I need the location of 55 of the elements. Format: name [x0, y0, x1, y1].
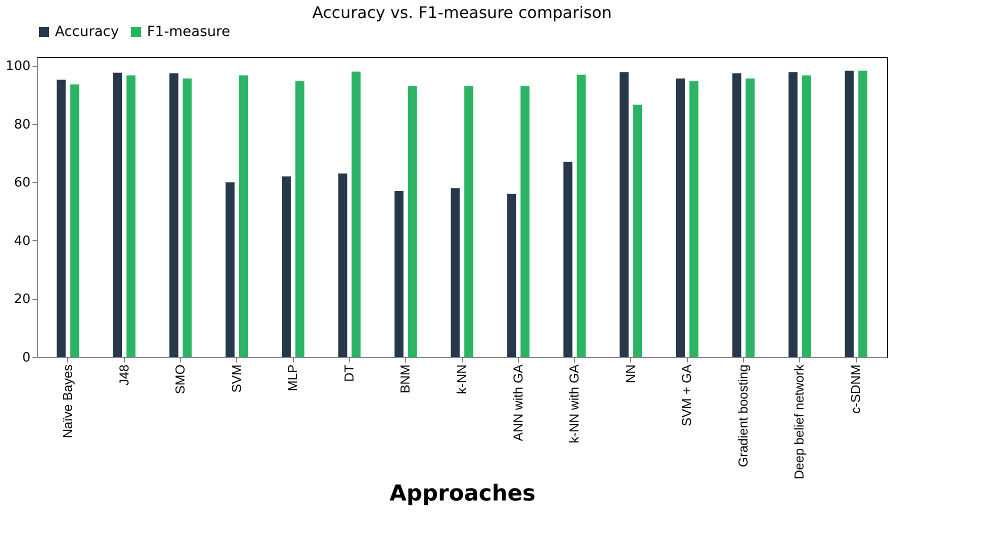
bar [126, 75, 136, 357]
x-tick-label: c-SDNM [848, 364, 864, 414]
bar [732, 73, 742, 357]
bar [507, 194, 516, 357]
bar [394, 190, 404, 357]
bar [746, 78, 755, 357]
y-tick-label: 40 [14, 234, 30, 249]
y-tick-label: 80 [14, 117, 30, 132]
x-tick-label: BNM [398, 364, 413, 394]
x-tick-label: NN [622, 364, 638, 384]
bar [788, 72, 798, 357]
x-tick-label: MLP [285, 364, 300, 392]
bar [352, 72, 361, 357]
bar [689, 81, 698, 357]
bar [408, 86, 417, 357]
x-tick-label: Naïve Bayes [60, 364, 75, 438]
bar [464, 86, 474, 357]
x-tick-label: SVM [228, 364, 244, 393]
x-tick-label: SMO [172, 364, 188, 394]
x-tick-label: k-NN with GA [566, 364, 582, 444]
x-tick-label: ANN with GA [510, 364, 526, 442]
bar [282, 176, 291, 357]
x-tick-label: Deep belief network [792, 364, 807, 480]
bar [802, 75, 811, 357]
bar [295, 81, 304, 357]
y-tick-label: 100 [6, 59, 30, 74]
x-tick-label: SVM + GA [679, 364, 694, 426]
bar [676, 78, 685, 357]
bar [520, 86, 530, 357]
bar [563, 162, 572, 357]
legend-label: Accuracy [55, 24, 119, 40]
bar [858, 70, 868, 357]
bar [844, 70, 854, 357]
x-tick-label: Gradient boosting [735, 364, 750, 468]
bar [169, 73, 178, 357]
bar [182, 78, 192, 357]
bar [113, 72, 122, 357]
x-axis-title: Approaches [389, 481, 536, 506]
bar [338, 174, 348, 357]
y-tick-label: 60 [14, 176, 30, 191]
y-tick-label: 20 [14, 292, 30, 308]
chart-title: Accuracy vs. F1-measure comparison [312, 3, 612, 22]
x-tick-label: J48 [116, 364, 132, 386]
bar [576, 74, 586, 357]
bar [633, 104, 642, 357]
bar [56, 80, 66, 357]
bar [70, 84, 80, 357]
y-tick-label: 0 [22, 350, 30, 366]
bar [450, 188, 460, 357]
x-tick-label: k-NN [454, 364, 469, 394]
x-tick-label: DT [341, 364, 356, 382]
bar [226, 182, 235, 357]
bar [620, 72, 629, 357]
legend-label: F1-measure [147, 24, 230, 40]
bar [239, 75, 248, 357]
